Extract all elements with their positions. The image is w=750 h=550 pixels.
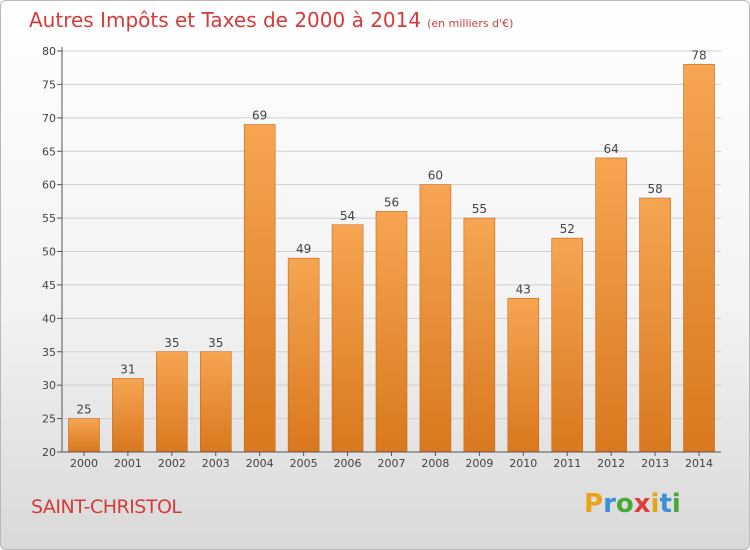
x-tick-label: 2000 <box>70 457 98 470</box>
brand-letter: r <box>603 489 616 519</box>
bar <box>68 418 100 453</box>
chart-title: Autres Impôts et Taxes de 2000 à 2014 (en… <box>29 8 513 32</box>
bar <box>639 197 671 453</box>
data-label: 35 <box>164 336 179 350</box>
y-tick-label: 75 <box>42 78 56 91</box>
city-name: SAINT-CHRISTOL <box>31 496 182 518</box>
bars: 25 31 35 35 69 49 54 56 60 55 43 52 64 58 78 <box>68 48 715 453</box>
x-tick-label: 2014 <box>685 457 713 470</box>
x-tick-label: 2007 <box>378 457 406 470</box>
bar <box>287 257 320 453</box>
bar <box>419 184 452 453</box>
y-tick-label: 70 <box>42 112 56 125</box>
data-label: 35 <box>208 336 223 350</box>
brand-letter: x <box>633 489 651 519</box>
x-tick-label: 2008 <box>421 457 449 470</box>
x-tick-label: 2004 <box>246 457 274 470</box>
bar <box>375 211 408 453</box>
data-label: 60 <box>428 169 443 183</box>
data-label: 52 <box>560 222 575 236</box>
y-tick-label: 25 <box>42 413 56 426</box>
brand-letter: i <box>650 489 660 519</box>
y-tick-label: 60 <box>42 179 56 192</box>
x-tick-label: 2010 <box>509 457 537 470</box>
bar <box>595 157 627 453</box>
data-label: 56 <box>384 195 399 209</box>
axes: 20 25 30 35 40 45 50 55 60 65 70 75 80 2000 2001 2002 20… <box>42 45 721 470</box>
data-label: 78 <box>691 48 706 62</box>
x-tick-label: 2012 <box>597 457 625 470</box>
x-tick-label: 2001 <box>114 457 142 470</box>
data-label: 58 <box>647 182 662 196</box>
y-tick-label: 80 <box>42 45 56 58</box>
bar <box>331 224 364 453</box>
data-label: 49 <box>296 242 311 256</box>
bar <box>463 217 496 453</box>
brand-letter: i <box>671 489 681 519</box>
brand-letter: P <box>584 489 604 519</box>
data-label: 64 <box>604 142 619 156</box>
bar <box>683 64 715 453</box>
title-unit: (en milliers d'€) <box>427 17 514 30</box>
title-text: Autres Impôts et Taxes de 2000 à 2014 <box>29 8 422 32</box>
y-tick-label: 20 <box>42 446 56 459</box>
bar <box>199 351 232 453</box>
brand-letter: t <box>659 489 672 519</box>
brand-logo: Proxiti <box>584 489 681 519</box>
x-tick-label: 2011 <box>553 457 581 470</box>
data-label: 25 <box>76 403 91 417</box>
y-tick-label: 45 <box>42 279 56 292</box>
y-tick-label: 35 <box>42 346 56 359</box>
bar <box>507 297 540 453</box>
brand-letter: o <box>615 489 634 519</box>
bar <box>551 237 584 453</box>
x-tick-label: 2006 <box>334 457 362 470</box>
y-tick-label: 50 <box>42 246 56 259</box>
data-label: 31 <box>120 362 135 376</box>
x-tick-label: 2009 <box>465 457 493 470</box>
bar <box>112 378 144 453</box>
y-tick-label: 55 <box>42 212 56 225</box>
data-label: 55 <box>472 202 487 216</box>
y-tick-label: 40 <box>42 312 56 325</box>
x-tick-label: 2013 <box>641 457 669 470</box>
bar <box>243 124 276 453</box>
y-tick-label: 65 <box>42 145 56 158</box>
data-label: 69 <box>252 109 267 123</box>
data-label: 43 <box>516 282 531 296</box>
x-tick-label: 2005 <box>290 457 318 470</box>
data-label: 54 <box>340 209 355 223</box>
bar <box>156 351 188 453</box>
x-tick-label: 2002 <box>158 457 186 470</box>
x-tick-label: 2003 <box>202 457 230 470</box>
y-tick-label: 30 <box>42 379 56 392</box>
